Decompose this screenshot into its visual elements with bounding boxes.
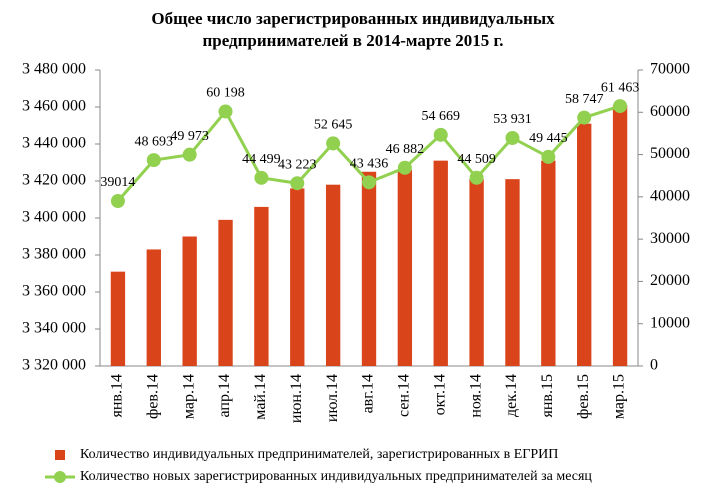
y-tick-label: 3 320 000 bbox=[22, 357, 86, 374]
y2-tick-label: 20000 bbox=[650, 272, 690, 289]
x-tick-label: фев.14 bbox=[144, 374, 161, 419]
marker bbox=[218, 104, 233, 119]
data-label: 61 463 bbox=[601, 80, 640, 95]
marker bbox=[397, 160, 412, 175]
marker bbox=[110, 194, 125, 209]
marker bbox=[541, 149, 556, 164]
y2-tick-label: 0 bbox=[650, 357, 658, 374]
y2-tick-label: 50000 bbox=[650, 145, 690, 162]
y2-tick-label: 30000 bbox=[650, 230, 690, 247]
y-tick-label: 3 340 000 bbox=[22, 320, 86, 337]
y-tick-label: 3 480 000 bbox=[22, 61, 86, 78]
data-label: 49 445 bbox=[529, 131, 568, 146]
y2-tick-label: 40000 bbox=[650, 188, 690, 205]
x-tick-label: май.14 bbox=[252, 374, 269, 420]
x-tick-label: окт.14 bbox=[431, 374, 448, 415]
marker bbox=[577, 110, 592, 125]
x-tick-label: янв.14 bbox=[109, 374, 126, 417]
x-tick-label: фев.15 bbox=[575, 374, 592, 419]
bar bbox=[397, 169, 413, 366]
bar bbox=[612, 105, 628, 367]
x-tick-label: июл.14 bbox=[324, 374, 341, 422]
legend-swatch bbox=[55, 450, 65, 460]
x-tick-label: дек.14 bbox=[503, 374, 520, 417]
x-tick-label: июн.14 bbox=[288, 374, 305, 423]
legend-label: Количество индивидуальных предпринимател… bbox=[80, 447, 558, 462]
marker bbox=[146, 153, 161, 168]
y-tick-label: 3 360 000 bbox=[22, 283, 86, 300]
marker bbox=[613, 99, 628, 114]
bar bbox=[577, 123, 592, 367]
data-label: 44 499 bbox=[242, 152, 281, 167]
data-label: 52 645 bbox=[314, 118, 353, 133]
bar bbox=[505, 179, 520, 366]
bar bbox=[541, 160, 556, 366]
bar bbox=[146, 249, 161, 366]
y-tick-label: 3 380 000 bbox=[22, 246, 86, 263]
bar bbox=[361, 171, 377, 366]
chart-title: Общее число зарегистрированных индивидуа… bbox=[151, 9, 555, 28]
data-label: 46 882 bbox=[386, 142, 425, 157]
marker bbox=[362, 175, 376, 190]
marker bbox=[290, 176, 305, 191]
x-tick-label: авг.14 bbox=[360, 374, 377, 413]
data-label: 39014 bbox=[100, 175, 135, 190]
data-label: 43 223 bbox=[278, 157, 317, 172]
marker bbox=[433, 127, 448, 142]
bar bbox=[433, 160, 448, 366]
marker bbox=[182, 147, 197, 162]
data-label: 53 931 bbox=[493, 112, 532, 127]
bar bbox=[110, 271, 126, 366]
bar bbox=[218, 219, 233, 366]
x-tick-label: янв.15 bbox=[539, 374, 556, 417]
y2-tick-label: 60000 bbox=[650, 103, 690, 120]
bar bbox=[469, 179, 484, 366]
x-tick-label: мар.14 bbox=[180, 374, 197, 419]
y-tick-label: 3 440 000 bbox=[22, 135, 86, 152]
x-tick-label: мар.15 bbox=[611, 374, 628, 419]
marker bbox=[505, 130, 520, 145]
legend-label: Количество новых зарегистрированных инди… bbox=[80, 469, 592, 484]
x-tick-label: апр.14 bbox=[216, 374, 233, 417]
marker bbox=[326, 136, 341, 151]
y2-tick-label: 70000 bbox=[650, 61, 690, 78]
bar bbox=[325, 184, 341, 366]
data-label: 58 747 bbox=[565, 92, 604, 107]
bar bbox=[182, 236, 197, 366]
data-label: 54 669 bbox=[421, 109, 460, 124]
bar bbox=[254, 206, 269, 366]
data-label: 48 693 bbox=[135, 134, 174, 149]
legend-swatch bbox=[54, 471, 66, 483]
y-tick-label: 3 460 000 bbox=[22, 98, 86, 115]
data-label: 49 973 bbox=[170, 129, 209, 144]
bar bbox=[290, 188, 305, 366]
chart-title: предпринимателей в 2014-марте 2015 г. bbox=[202, 31, 503, 50]
marker bbox=[254, 170, 269, 185]
y2-tick-label: 10000 bbox=[650, 314, 690, 331]
y-tick-label: 3 420 000 bbox=[22, 172, 86, 189]
x-tick-label: ноя.14 bbox=[467, 374, 484, 418]
y-tick-label: 3 400 000 bbox=[22, 209, 86, 226]
x-tick-label: сен.14 bbox=[396, 374, 413, 417]
data-label: 43 436 bbox=[350, 157, 389, 172]
data-label: 44 509 bbox=[457, 152, 496, 167]
marker bbox=[469, 170, 484, 185]
data-label: 60 198 bbox=[206, 86, 245, 101]
